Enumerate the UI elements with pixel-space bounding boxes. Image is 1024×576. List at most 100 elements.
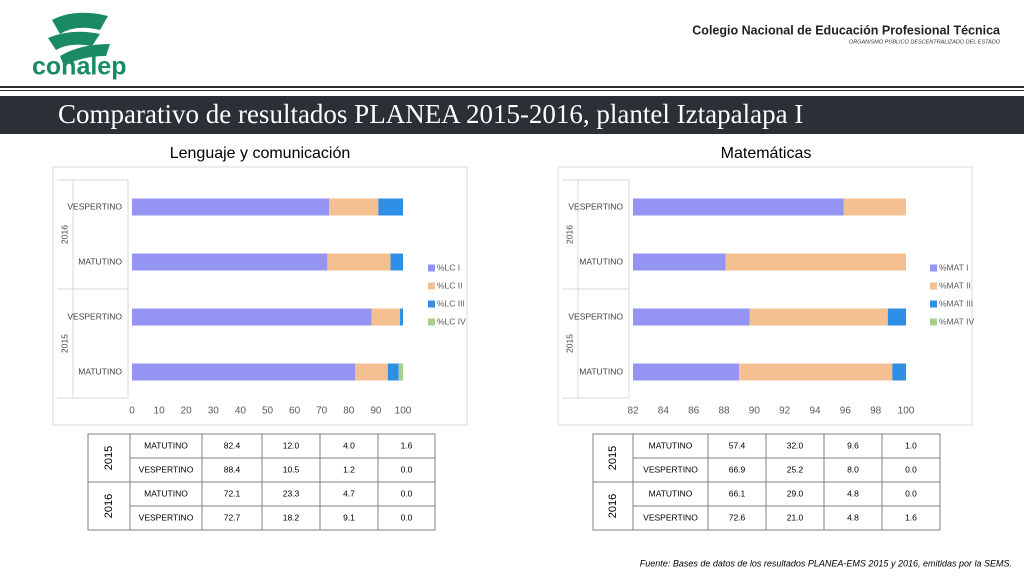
x-tick-label: 30 [208,406,220,417]
table-cell: 21.0 [787,512,804,522]
legend-label: %LC II [437,280,463,290]
x-tick-label: 100 [898,406,915,417]
x-tick-label: 84 [658,406,670,417]
table-label: VESPERTINO [139,464,194,474]
bar-segment [132,363,356,381]
x-tick-label: 96 [840,406,852,417]
legend-label: %LC III [437,298,465,308]
x-tick-label: 90 [749,406,761,417]
category-label: VESPERTINO [67,311,122,321]
bar-segment [633,198,844,216]
category-label: VESPERTINO [67,201,122,211]
legend-swatch [930,318,937,326]
bar-segment [843,198,906,216]
group-label: 2015 [59,334,69,353]
table-cell: 4.7 [343,488,355,498]
x-tick-label: 88 [718,406,730,417]
table-cell: 10.5 [283,464,300,474]
table-cell: 18.2 [283,512,300,522]
bar-segment [371,308,401,326]
rule [0,86,1024,88]
legend-swatch [930,282,937,290]
rule [0,90,1024,91]
table-cell: 8.0 [847,464,859,474]
table-cell: 88.4 [224,464,241,474]
table-label: MATUTINO [649,440,693,450]
bar-segment [390,253,403,271]
table-cell: 66.1 [729,488,746,498]
legend-swatch [428,264,435,272]
x-tick-label: 40 [235,406,247,417]
x-tick-label: 98 [870,406,882,417]
table-cell: 4.0 [343,440,355,450]
legend-label: %MAT III [939,298,973,308]
legend-label: %MAT II [939,280,971,290]
bar-segment [749,308,888,326]
bar-segment [633,363,740,381]
table-cell: 66.9 [729,464,746,474]
table-cell: 1.0 [905,440,917,450]
table-cell: 0.0 [401,464,413,474]
table-cell: 32.0 [787,440,804,450]
bar-segment [132,253,328,271]
x-tick-label: 20 [181,406,193,417]
legend-label: %LC I [437,262,460,272]
table-cell: 4.8 [847,512,859,522]
table-year: 2015 [103,446,115,470]
table-cell: 12.0 [283,440,300,450]
bar-segment [633,308,750,326]
bar-segment [725,253,906,271]
logo-text: conalep [32,53,126,81]
table-cell: 57.4 [729,440,746,450]
table-cell: 4.8 [847,488,859,498]
x-tick-label: 0 [129,406,135,417]
category-label: MATUTINO [78,366,122,376]
bar-segment [327,253,391,271]
category-label: MATUTINO [579,366,623,376]
bar-segment [892,363,906,381]
x-tick-label: 100 [395,406,412,417]
title-band [0,96,1024,134]
bar-segment [132,308,372,326]
x-tick-label: 80 [343,406,355,417]
table-label: MATUTINO [144,488,188,498]
table-cell: 0.0 [905,488,917,498]
x-tick-label: 94 [809,406,821,417]
category-label: MATUTINO [78,256,122,266]
category-label: VESPERTINO [568,201,623,211]
table-cell: 0.0 [401,488,413,498]
logo-mark [48,12,110,66]
table-cell: 0.0 [401,512,413,522]
bar-segment [739,363,893,381]
source: Fuente: Bases de datos de los resultados… [640,558,1012,568]
x-tick-label: 90 [370,406,382,417]
category-label: VESPERTINO [568,311,623,321]
table-cell: 1.6 [905,512,917,522]
group-label: 2015 [564,334,574,353]
table-cell: 72.1 [224,488,241,498]
legend-swatch [930,300,937,308]
group-label: 2016 [59,225,69,244]
table-cell: 9.6 [847,440,859,450]
x-tick-label: 70 [316,406,328,417]
bar-segment [633,253,726,271]
x-tick-label: 60 [289,406,301,417]
institution-subtitle: ORGANISMO PÚBLICO DESCENTRALIZADO DEL ES… [849,38,1001,45]
table-cell: 72.6 [729,512,746,522]
table-cell: 82.4 [224,440,241,450]
slide-title: Comparativo de resultados PLANEA 2015-20… [58,99,803,129]
bar-segment [400,308,403,326]
bar-segment [387,363,399,381]
table-label: MATUTINO [649,488,693,498]
table-cell: 23.3 [283,488,300,498]
table-cell: 1.6 [401,440,413,450]
bar-segment [887,308,906,326]
legend-swatch [428,282,435,290]
table-year: 2016 [607,494,619,518]
legend-label: %MAT IV [939,316,974,326]
category-label: MATUTINO [579,256,623,266]
table-label: MATUTINO [144,440,188,450]
table-cell: 72.7 [224,512,241,522]
chart-title: Lenguaje y comunicación [170,145,351,162]
bar-segment [378,198,403,216]
